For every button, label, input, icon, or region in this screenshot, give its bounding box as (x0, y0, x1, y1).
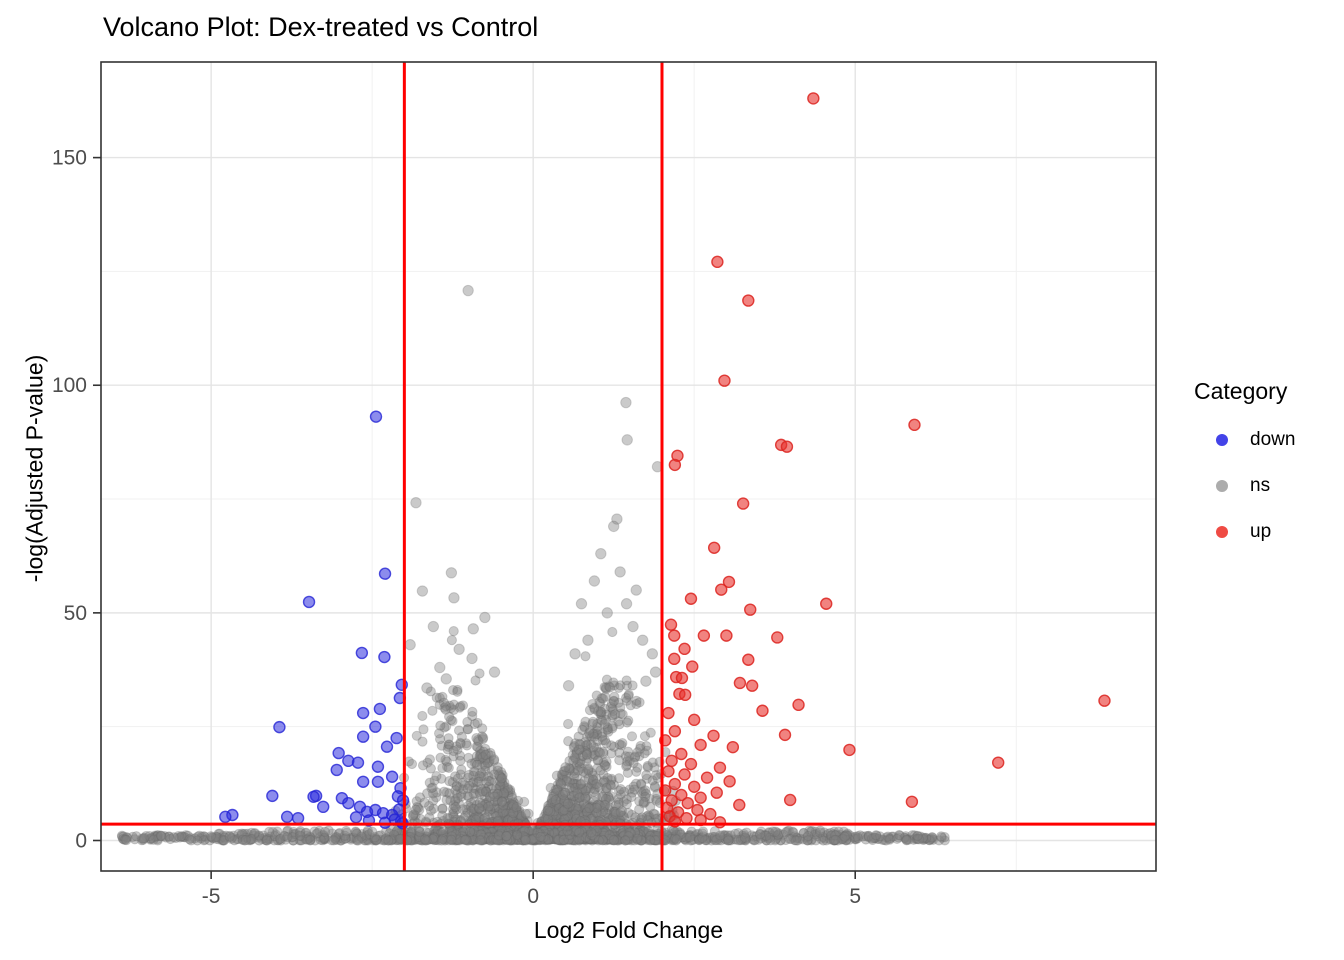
legend-item-up: up (1194, 519, 1295, 545)
y-tick-label: 150 (52, 147, 87, 170)
x-axis-label: Log2 Fold Change (533, 917, 724, 943)
grid-minor (101, 62, 1156, 871)
y-tick-label: 50 (64, 602, 87, 625)
x-tick-label: 5 (849, 885, 861, 908)
grid-major (101, 62, 1156, 871)
up-point-icon (1216, 526, 1228, 538)
y-tick-label: 100 (52, 374, 87, 397)
x-tick-label: -5 (202, 885, 221, 908)
down-point-icon (1216, 434, 1228, 446)
legend-item-ns: ns (1194, 473, 1295, 499)
chart-title: Volcano Plot: Dex-treated vs Control (103, 12, 539, 42)
series-ns (116, 284, 950, 846)
legend-title: Category (1194, 378, 1288, 404)
legend: Category down ns up (1194, 378, 1295, 565)
y-tick-label: 0 (75, 829, 87, 852)
threshold-lines (101, 62, 1156, 871)
ns-point-icon (1216, 480, 1228, 492)
y-axis-label: -log(Adjusted P-value) (21, 354, 48, 583)
x-tick-label: 0 (527, 885, 539, 908)
legend-item-down: down (1194, 427, 1295, 453)
panel-border (100, 61, 1157, 872)
